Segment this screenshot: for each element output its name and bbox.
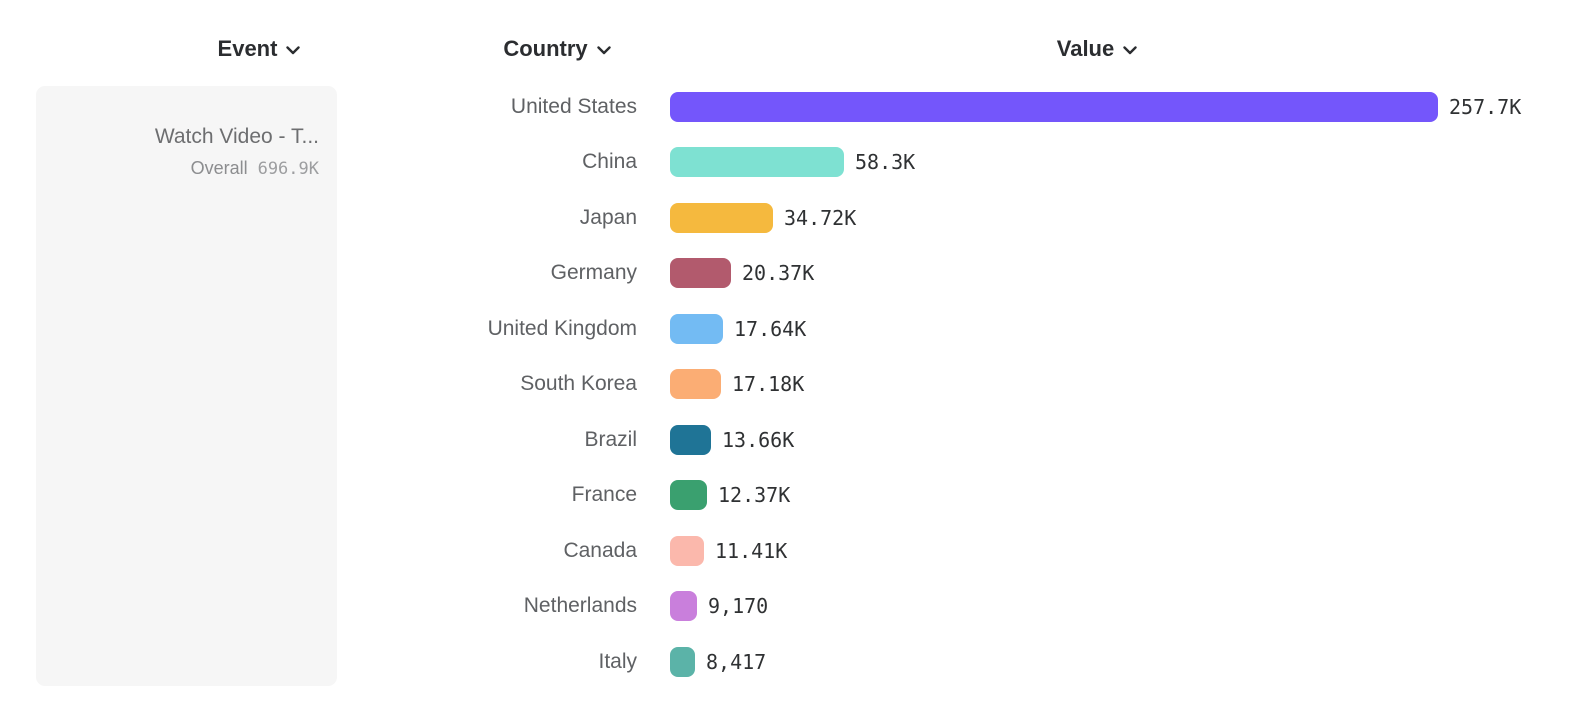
value-bar[interactable] bbox=[670, 202, 773, 233]
chart-row: Italy 8,417 bbox=[0, 634, 1584, 690]
value-label: 58.3K bbox=[855, 150, 916, 175]
chevron-down-icon bbox=[1123, 46, 1137, 55]
value-label: 11.41K bbox=[715, 538, 788, 563]
country-label: South Korea bbox=[520, 372, 637, 396]
value-column-header[interactable]: Value bbox=[1017, 34, 1177, 64]
event-column-label: Event bbox=[217, 36, 278, 61]
value-column-label: Value bbox=[1056, 36, 1115, 61]
value-bar[interactable] bbox=[670, 646, 695, 677]
event-title: Watch Video - T... bbox=[154, 125, 319, 148]
country-bar-chart: United States 257.7K China 58.3K Japan 3… bbox=[0, 79, 1584, 690]
event-card[interactable]: Watch Video - T... Overall 696.9K bbox=[36, 86, 337, 686]
chart-row: Japan 34.72K bbox=[0, 190, 1584, 246]
chevron-down-icon bbox=[596, 46, 611, 55]
value-bar[interactable] bbox=[670, 91, 1438, 122]
country-label: France bbox=[571, 483, 637, 507]
value-label: 257.7K bbox=[1449, 94, 1522, 119]
chevron-down-icon bbox=[286, 46, 301, 55]
country-label: Japan bbox=[579, 205, 637, 229]
chart-row: Brazil 13.66K bbox=[0, 412, 1584, 468]
country-label: Netherlands bbox=[523, 594, 637, 618]
chart-row: United Kingdom 17.64K bbox=[0, 301, 1584, 357]
country-label: Brazil bbox=[584, 427, 637, 451]
value-bar[interactable] bbox=[670, 480, 707, 511]
chart-row: France 12.37K bbox=[0, 468, 1584, 524]
country-label: Canada bbox=[563, 538, 637, 562]
country-label: China bbox=[582, 150, 637, 174]
value-label: 12.37K bbox=[718, 483, 791, 508]
value-bar[interactable] bbox=[670, 535, 704, 566]
overall-value: 696.9K bbox=[257, 159, 319, 179]
value-label: 8,417 bbox=[706, 649, 767, 674]
country-column-header[interactable]: Country bbox=[477, 34, 637, 64]
value-label: 17.18K bbox=[732, 372, 805, 397]
value-bar[interactable] bbox=[670, 147, 844, 178]
event-overall: Overall 696.9K bbox=[48, 156, 319, 181]
event-column-header[interactable]: Event bbox=[179, 34, 339, 64]
value-bar[interactable] bbox=[670, 369, 721, 400]
chart-row: Germany 20.37K bbox=[0, 246, 1584, 302]
country-label: Italy bbox=[598, 649, 637, 673]
value-bar[interactable] bbox=[670, 258, 731, 289]
overall-label: Overall bbox=[190, 158, 248, 178]
country-column-label: Country bbox=[503, 36, 588, 61]
value-bar[interactable] bbox=[670, 313, 723, 344]
value-bar[interactable] bbox=[670, 591, 697, 622]
value-label: 13.66K bbox=[722, 427, 795, 452]
value-label: 20.37K bbox=[742, 261, 815, 286]
country-label: United Kingdom bbox=[487, 316, 637, 340]
country-label: Germany bbox=[550, 261, 637, 285]
chart-row: United States 257.7K bbox=[0, 79, 1584, 135]
value-label: 17.64K bbox=[734, 316, 807, 341]
chart-row: Canada 11.41K bbox=[0, 523, 1584, 579]
value-bar[interactable] bbox=[670, 424, 711, 455]
chart-row: China 58.3K bbox=[0, 135, 1584, 191]
chart-row: South Korea 17.18K bbox=[0, 357, 1584, 413]
value-label: 34.72K bbox=[784, 205, 857, 230]
value-label: 9,170 bbox=[708, 594, 769, 619]
country-label: United States bbox=[510, 94, 637, 118]
chart-row: Netherlands 9,170 bbox=[0, 579, 1584, 635]
